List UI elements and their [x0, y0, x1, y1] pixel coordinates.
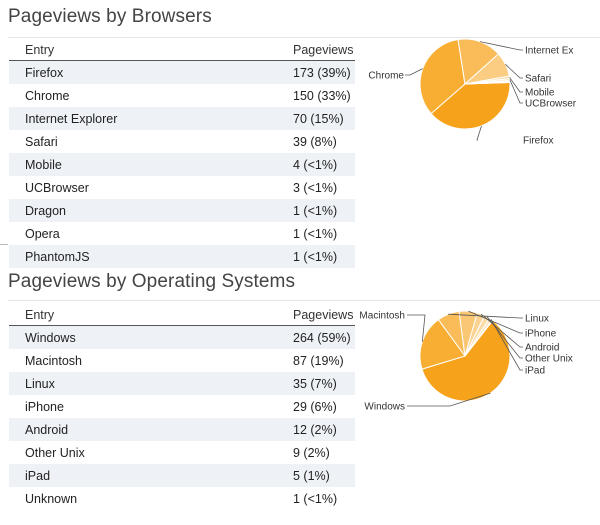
pageviews-cell: 173 (39%) — [277, 60, 355, 84]
table-row: Windows 264 (59%) — [9, 325, 355, 349]
entry-cell: Opera — [25, 226, 60, 241]
pie-label: Mobile — [525, 88, 555, 99]
entry-cell: Safari — [25, 134, 58, 149]
pie-label: Windows — [364, 402, 405, 413]
entry-cell: UCBrowser — [25, 180, 89, 195]
pageviews-cell: 12 (2%) — [277, 418, 355, 441]
leader-line — [405, 68, 423, 76]
table-row: Android 12 (2%) — [9, 418, 355, 441]
pie-label: Linux — [525, 314, 549, 325]
pie-label: Macintosh — [359, 311, 405, 322]
leader-line — [505, 64, 523, 79]
entry-cell: Windows — [9, 325, 277, 349]
entry-cell: Mobile — [9, 153, 277, 176]
browsers-pie-chart: Firefox Chrome Internet Ex Safari MobileUCBr… — [368, 38, 577, 147]
pie-label: Chrome — [368, 71, 404, 82]
pageviews-cell: 29 (6%) — [293, 399, 337, 414]
header-row: Entry Pageviews — [9, 40, 355, 61]
pie-label: UCBrowser — [525, 99, 577, 110]
pageviews-cell: 35 (7%) — [277, 372, 355, 395]
leader-line — [509, 79, 523, 104]
table-row: Safari 39 (8%) — [9, 130, 355, 153]
pie-label: iPhone — [525, 329, 557, 340]
entry-cell: Unknown — [25, 491, 78, 506]
leader-line — [468, 310, 523, 334]
pageviews-cell: 150 (33%) — [293, 88, 351, 103]
leader-line — [407, 314, 426, 342]
pie-label: Safari — [525, 74, 551, 85]
leader-line — [509, 77, 523, 93]
entry-header[interactable]: Entry — [9, 305, 277, 326]
table-row: Dragon 1 (<1%) — [9, 199, 355, 222]
browsers-title: Pageviews by Browsers — [8, 6, 212, 27]
pie-label: Internet Ex — [525, 46, 573, 57]
table-row: Other Unix 9 (2%) — [9, 441, 355, 464]
leader-line — [480, 41, 523, 51]
pie-label: Other Unix — [525, 354, 573, 365]
table-row: Chrome 150 (33%) — [9, 84, 355, 107]
pageviews-cell: 1 (<1%) — [293, 226, 338, 241]
table-row: Internet Explorer 70 (15%) — [9, 107, 355, 130]
pie-label: iPad — [525, 366, 545, 377]
browsers-title-rule — [8, 37, 600, 38]
pageviews-cell: 5 (1%) — [277, 464, 355, 487]
divider — [0, 244, 8, 245]
pageviews-cell: 70 (15%) — [277, 107, 355, 130]
entry-cell: Dragon — [9, 199, 277, 222]
entry-cell: iPad — [9, 464, 277, 487]
pageviews-header[interactable]: Pageviews — [277, 40, 355, 61]
os-title: Pageviews by Operating Systems — [8, 271, 296, 292]
table-row: Macintosh 87 (19%) — [9, 349, 355, 372]
table-row: Opera 1 (<1%) — [9, 222, 355, 245]
table-row: PhantomJS 1 (<1%) — [9, 245, 355, 268]
pageviews-cell: 1 (<1%) — [277, 245, 355, 268]
leader-line — [486, 316, 523, 359]
pie-slice[interactable] — [419, 38, 466, 115]
table-row: UCBrowser 3 (<1%) — [9, 176, 355, 199]
table-row: Mobile 4 (<1%) — [9, 153, 355, 176]
entry-cell: Linux — [9, 372, 277, 395]
entry-cell: Internet Explorer — [9, 107, 277, 130]
pageviews-cell: 1 (<1%) — [293, 491, 338, 506]
entry-cell: Macintosh — [25, 353, 82, 368]
table-row: Unknown 1 (<1%) — [9, 487, 355, 510]
entry-cell: Other Unix — [25, 445, 85, 460]
pie-label: Android — [525, 343, 559, 354]
pageviews-cell: 264 (59%) — [277, 325, 355, 349]
leader-line — [476, 125, 482, 141]
entry-cell: Chrome — [25, 88, 70, 103]
leader-line — [407, 392, 491, 407]
table-row: Firefox 173 (39%) — [9, 60, 355, 84]
leader-line — [448, 313, 523, 319]
pageviews-cell: 1 (<1%) — [277, 199, 355, 222]
leader-line — [490, 319, 523, 371]
table-row: iPhone 29 (6%) — [9, 395, 355, 418]
entry-cell: Firefox — [9, 60, 277, 84]
pie-slice[interactable] — [457, 38, 500, 85]
os-table: Entry Pageviews Windows 264 (59%) Macintos… — [9, 305, 355, 510]
pageviews-cell: 39 (8%) — [293, 134, 337, 149]
pie-slice[interactable] — [464, 319, 494, 357]
pie-label: Firefox — [523, 136, 554, 147]
browsers-table: Entry Pageviews Firefox 173 (39%) Chrome 15… — [9, 40, 355, 268]
pageviews-header[interactable]: Pageviews — [277, 305, 355, 326]
pie-slice[interactable] — [430, 81, 511, 130]
header-row: Entry Pageviews — [9, 305, 355, 326]
entry-header[interactable]: Entry — [9, 40, 277, 61]
os-title-rule — [8, 300, 600, 301]
entry-cell: PhantomJS — [9, 245, 277, 268]
entry-cell: iPhone — [25, 399, 64, 414]
pageviews-cell: 9 (2%) — [293, 445, 330, 460]
pie-slice[interactable] — [464, 81, 511, 85]
table-row: iPad 5 (1%) — [9, 464, 355, 487]
pageviews-cell: 4 (<1%) — [277, 153, 355, 176]
pageviews-cell: 87 (19%) — [293, 353, 344, 368]
table-row: Linux 35 (7%) — [9, 372, 355, 395]
entry-cell: Android — [9, 418, 277, 441]
os-pie-chart: Windows Macintosh Linux iPhone AndroidOther … — [359, 310, 573, 413]
pageviews-cell: 3 (<1%) — [293, 180, 338, 195]
